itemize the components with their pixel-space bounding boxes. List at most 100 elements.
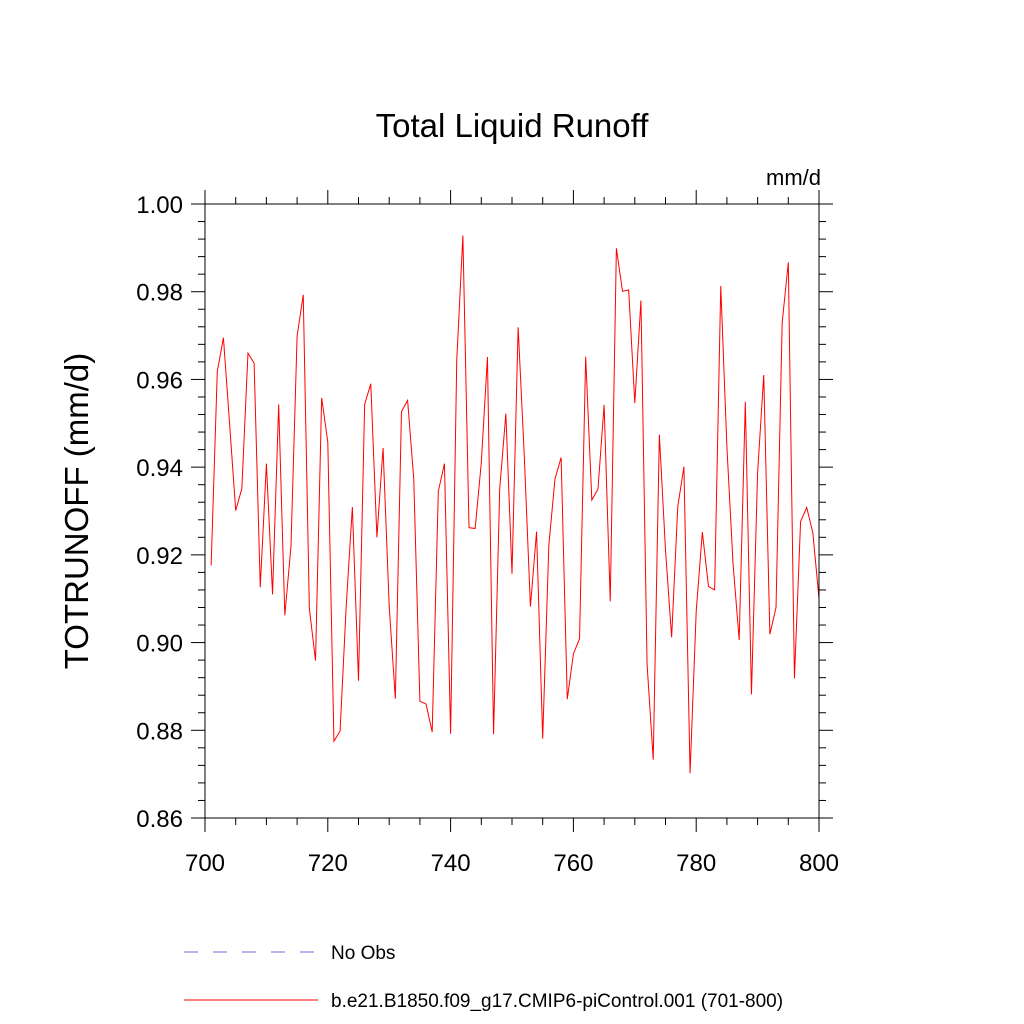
data-point — [480, 462, 482, 464]
data-point — [376, 536, 378, 538]
data-point — [265, 462, 267, 464]
data-point — [646, 663, 648, 665]
x-tick-label: 760 — [553, 850, 593, 877]
data-point — [695, 610, 697, 612]
chart-title: Total Liquid Runoff — [376, 107, 650, 144]
data-point — [609, 600, 611, 602]
y-axis-ticks: 0.86 0.88 0.90 0.92 0.94 0.96 0.98 1.00 — [136, 192, 833, 833]
data-point — [744, 401, 746, 403]
y-tick-label: 0.94 — [136, 455, 183, 482]
data-point — [658, 433, 660, 435]
data-point — [357, 680, 359, 682]
data-point — [720, 285, 722, 287]
data-point — [517, 326, 519, 328]
data-point — [603, 404, 605, 406]
data-point — [548, 544, 550, 546]
data-point — [486, 356, 488, 358]
data-point — [701, 531, 703, 533]
data-point — [621, 290, 623, 292]
data-point — [750, 693, 752, 695]
data-point — [235, 509, 237, 511]
data-point — [443, 462, 445, 464]
data-point — [566, 698, 568, 700]
data-point — [634, 402, 636, 404]
x-tick-label: 700 — [185, 850, 225, 877]
data-point — [664, 549, 666, 551]
data-point — [713, 589, 715, 591]
legend: No Obs b.e21.B1850.f09_g17.CMIP6-piContro… — [184, 943, 783, 1012]
data-point — [535, 530, 537, 532]
data-point — [259, 586, 261, 588]
data-point — [290, 545, 292, 547]
y-axis-label: TOTRUNOFF (mm/d) — [58, 353, 95, 670]
x-tick-label: 740 — [431, 850, 471, 877]
y-tick-label: 0.86 — [136, 806, 183, 833]
data-point — [474, 527, 476, 529]
data-point — [277, 403, 279, 405]
data-point — [363, 403, 365, 405]
data-point — [320, 397, 322, 399]
data-point — [572, 653, 574, 655]
data-point — [394, 698, 396, 700]
plot-frame — [204, 203, 820, 819]
data-point — [775, 606, 777, 608]
data-point — [683, 466, 685, 468]
data-point — [339, 730, 341, 732]
data-point — [542, 737, 544, 739]
data-point — [627, 289, 629, 291]
data-point — [216, 370, 218, 372]
data-point — [400, 410, 402, 412]
data-point — [812, 532, 814, 534]
y-tick-label: 0.90 — [136, 631, 183, 658]
data-point — [296, 335, 298, 337]
data-point — [793, 677, 795, 679]
y-tick-label: 0.88 — [136, 718, 183, 745]
data-point — [689, 772, 691, 774]
y-tick-label: 1.00 — [136, 192, 183, 219]
data-point — [462, 234, 464, 236]
data-point — [228, 422, 230, 424]
data-point — [271, 593, 273, 595]
data-point — [578, 637, 580, 639]
data-point — [241, 487, 243, 489]
data-point — [591, 499, 593, 501]
data-point — [597, 488, 599, 490]
data-point — [247, 352, 249, 354]
series-layer — [210, 234, 820, 774]
data-point — [222, 337, 224, 339]
x-tick-label: 800 — [799, 850, 839, 877]
data-point — [763, 374, 765, 376]
y-tick-label: 0.96 — [136, 367, 183, 394]
data-point — [707, 585, 709, 587]
data-point — [492, 733, 494, 735]
data-point — [738, 639, 740, 641]
data-point — [726, 446, 728, 448]
data-point — [327, 441, 329, 443]
data-point — [351, 506, 353, 508]
units-label: mm/d — [766, 165, 821, 190]
data-point — [732, 562, 734, 564]
data-point — [787, 261, 789, 263]
data-point — [584, 355, 586, 357]
data-point — [652, 758, 654, 760]
data-point — [308, 608, 310, 610]
series-line-0 — [210, 235, 820, 774]
data-point — [615, 247, 617, 249]
data-point — [449, 733, 451, 735]
data-point — [413, 478, 415, 480]
data-point — [431, 731, 433, 733]
data-point — [419, 700, 421, 702]
data-point — [560, 456, 562, 458]
y-tick-label: 0.92 — [136, 543, 183, 570]
data-point — [670, 636, 672, 638]
x-axis-ticks: 700 720 740 760 780 800 — [185, 190, 839, 877]
data-point — [456, 359, 458, 361]
data-point — [253, 362, 255, 364]
x-tick-label: 720 — [308, 850, 348, 877]
data-point — [529, 605, 531, 607]
data-point — [756, 472, 758, 474]
data-point — [781, 322, 783, 324]
data-point — [806, 506, 808, 508]
data-point — [769, 633, 771, 635]
